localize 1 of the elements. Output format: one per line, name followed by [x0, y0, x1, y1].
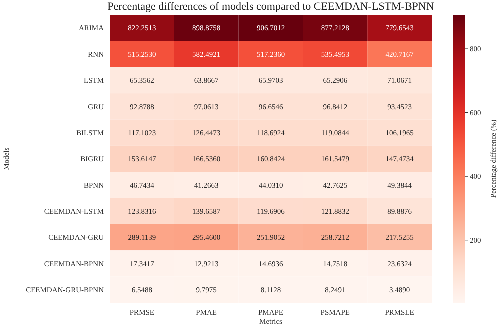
- chart-title: Percentage differences of models compared to CEEMDAN-LSTM-BPNN: [108, 1, 434, 13]
